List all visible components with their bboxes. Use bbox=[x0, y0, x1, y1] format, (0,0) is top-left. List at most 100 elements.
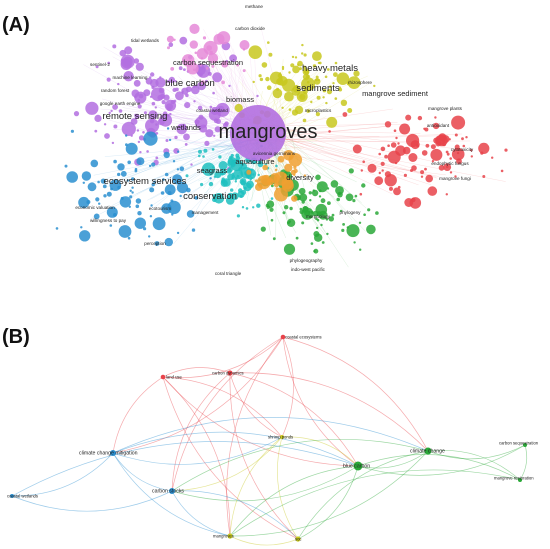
link-a bbox=[106, 130, 239, 188]
bubble-a bbox=[292, 65, 300, 74]
label-soc: soc bbox=[295, 537, 302, 542]
node-mangroves bbox=[227, 533, 233, 539]
bubble-a bbox=[287, 221, 290, 225]
bubble-a bbox=[366, 224, 376, 235]
bubble-a bbox=[199, 64, 203, 67]
link-a bbox=[136, 116, 250, 169]
bubble-a bbox=[286, 218, 296, 227]
bubble-a bbox=[167, 200, 181, 215]
bubble-a bbox=[106, 77, 111, 82]
bubble-a bbox=[170, 67, 175, 71]
bubble-a bbox=[143, 227, 147, 231]
bubble-a bbox=[139, 151, 142, 154]
bubble-a bbox=[259, 77, 264, 82]
bubble-a bbox=[148, 110, 158, 120]
bubble-a bbox=[160, 191, 165, 195]
bubble-a bbox=[326, 232, 329, 236]
bubble-a bbox=[275, 164, 278, 168]
bubble-a bbox=[341, 228, 345, 232]
bubble-a bbox=[213, 33, 225, 45]
bubble-a bbox=[120, 54, 135, 69]
keyword-mangrove-plants: mangrove plants bbox=[428, 106, 463, 111]
bubble-a bbox=[334, 61, 338, 65]
bubble-a bbox=[198, 154, 201, 158]
link-mangroves-shrimp-ponds bbox=[229, 436, 283, 537]
keyword-phylogeography: phylogeography bbox=[290, 258, 323, 263]
bubble-a bbox=[211, 148, 215, 151]
bubble-a bbox=[316, 181, 328, 193]
bubble-a bbox=[367, 208, 371, 212]
bubble-a bbox=[297, 63, 300, 66]
bubble-a bbox=[324, 75, 328, 79]
bubble-a bbox=[284, 205, 289, 210]
bubble-a bbox=[185, 174, 189, 178]
bubble-a bbox=[172, 160, 176, 163]
bubble-a bbox=[504, 148, 508, 152]
bubble-a bbox=[270, 197, 274, 200]
bubble-a bbox=[266, 205, 270, 209]
bubble-a bbox=[118, 109, 123, 113]
bubble-a bbox=[194, 196, 199, 200]
bubble-a bbox=[275, 187, 279, 190]
link-a bbox=[167, 98, 241, 132]
label-carbon-dynamics: carbon dynamics bbox=[212, 371, 244, 376]
bubble-a bbox=[168, 42, 174, 47]
bubble-a bbox=[283, 243, 296, 255]
bubble-a bbox=[333, 72, 338, 77]
bubble-a bbox=[327, 201, 331, 206]
bubble-a bbox=[359, 192, 363, 196]
bubble-a bbox=[315, 78, 318, 82]
bubble-a bbox=[209, 50, 213, 55]
bubble-a bbox=[95, 197, 100, 202]
link-land-use-carbon-dynamics bbox=[162, 367, 231, 378]
bubble-a bbox=[154, 241, 160, 246]
keyword-seagrass: seagrass bbox=[197, 166, 228, 175]
bubble-a bbox=[302, 65, 307, 70]
bubble-a bbox=[446, 152, 450, 156]
bubble-a bbox=[146, 150, 149, 153]
bubble-a bbox=[133, 58, 140, 64]
bubble-a bbox=[410, 169, 413, 172]
bubble-a bbox=[213, 193, 225, 204]
bubble-a bbox=[500, 169, 504, 173]
links-b bbox=[11, 336, 528, 546]
bubble-a bbox=[219, 168, 227, 176]
hub-bubble bbox=[230, 105, 286, 161]
bubble-a bbox=[267, 41, 270, 44]
bubble-a bbox=[291, 195, 298, 202]
bubble-a bbox=[181, 87, 189, 95]
bubble-a bbox=[289, 206, 293, 211]
bubble-a bbox=[136, 157, 145, 166]
keyword-antioxidant: antioxidant bbox=[427, 123, 450, 128]
node-climate-change-mitigation bbox=[110, 450, 116, 456]
keyword-mangrove-sediment: mangrove sediment bbox=[362, 89, 429, 98]
bubble-a bbox=[150, 204, 153, 207]
bubble-a bbox=[80, 226, 83, 229]
keyword-machine-learning: machine learning bbox=[113, 75, 148, 80]
bubble-a bbox=[330, 180, 339, 188]
bubble-a bbox=[238, 167, 243, 172]
bubble-a bbox=[360, 169, 363, 172]
bubble-a bbox=[164, 237, 173, 247]
bubble-a bbox=[90, 159, 99, 168]
node-blue-carbon bbox=[353, 461, 363, 471]
bubble-a bbox=[301, 77, 316, 92]
bubble-a bbox=[98, 202, 101, 205]
bubble-a bbox=[198, 149, 202, 154]
link-climate-change-mitigation-climate-change bbox=[112, 417, 429, 454]
link-a bbox=[211, 55, 238, 128]
link-carbon-dynamics-shrimp-ponds bbox=[229, 372, 283, 438]
link-coastal-ecosystems-climate-change-mitigation bbox=[112, 336, 284, 454]
link-coastal-ecosystems-climate-change bbox=[282, 336, 429, 452]
bubble-a bbox=[155, 123, 158, 126]
bubble-a bbox=[456, 158, 462, 165]
bubble-a bbox=[326, 187, 330, 190]
bubble-a bbox=[79, 230, 91, 242]
bubble-a bbox=[403, 173, 407, 177]
bubble-a bbox=[155, 132, 159, 135]
bubble-a bbox=[174, 80, 177, 83]
bubble-a bbox=[166, 127, 170, 130]
keyword-indo-west-pacific: indo-west pacific bbox=[291, 267, 326, 272]
bubble-a bbox=[313, 250, 316, 253]
bubble-a bbox=[301, 52, 304, 55]
